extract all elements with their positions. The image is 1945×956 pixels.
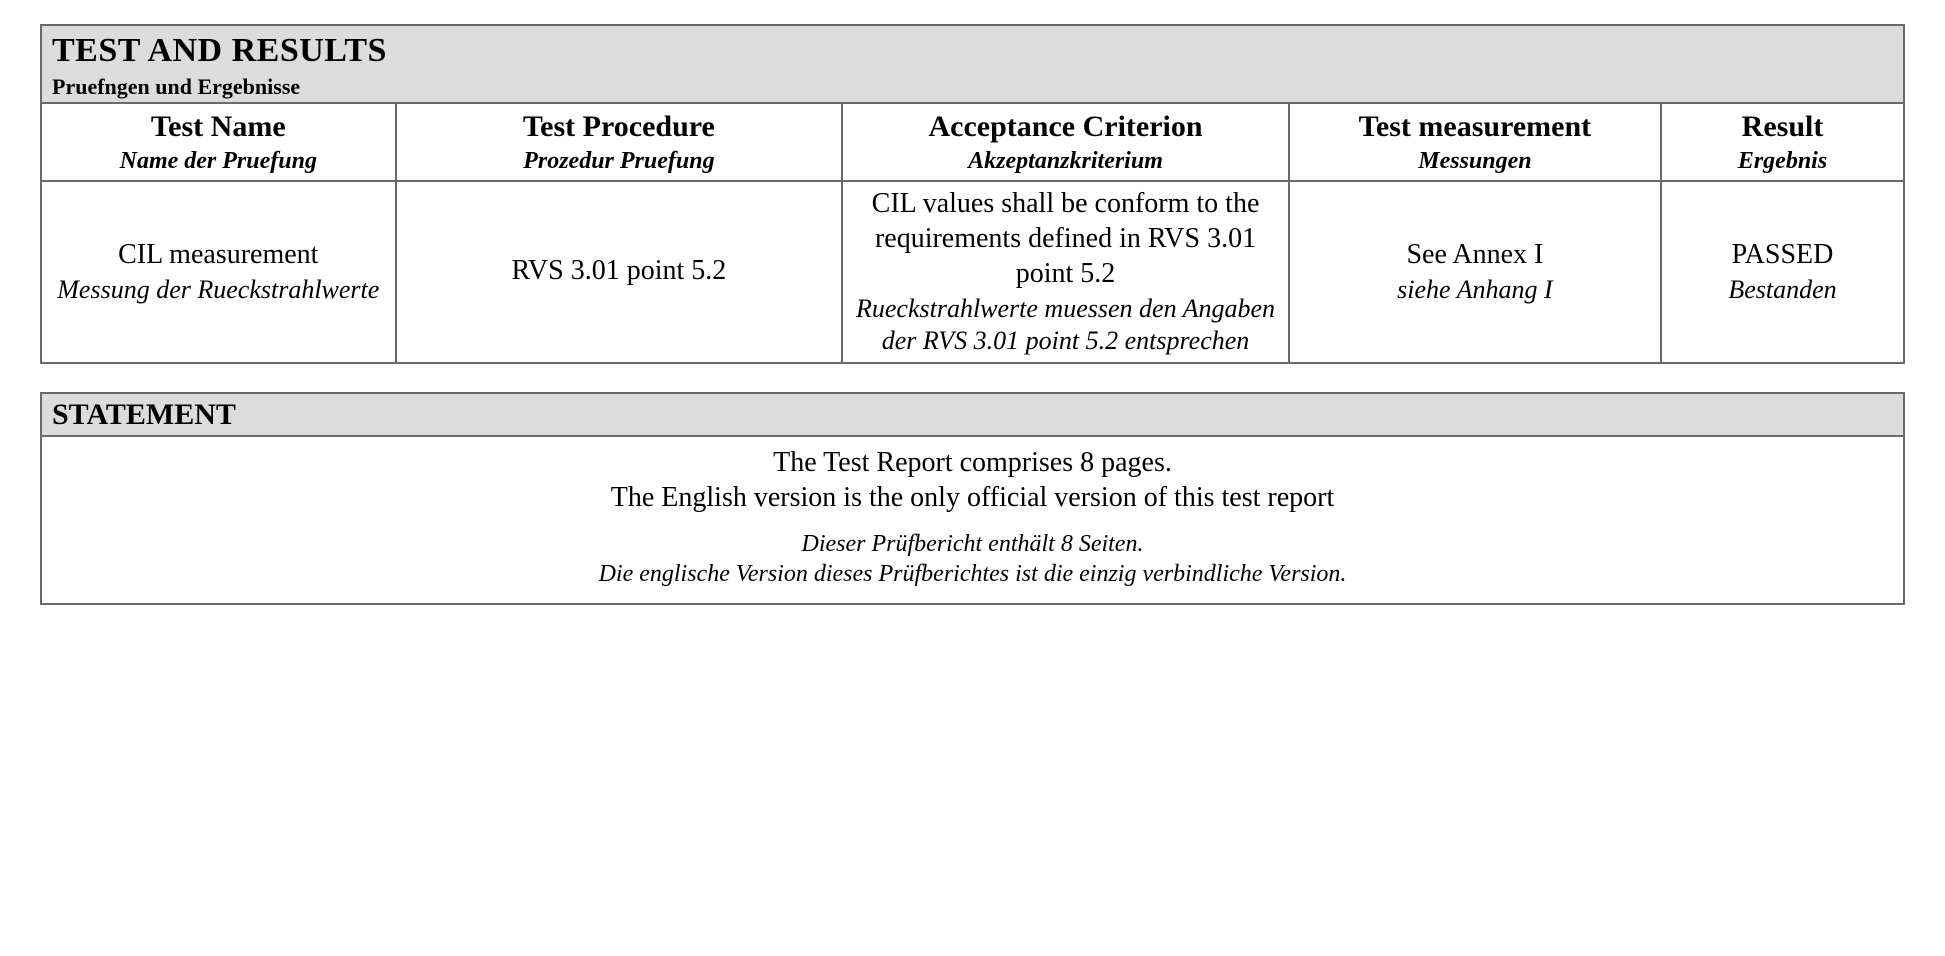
cell-result-de: Bestanden [1670,274,1895,307]
statement-section: STATEMENT The Test Report comprises 8 pa… [40,392,1905,606]
cell-procedure: RVS 3.01 point 5.2 [396,181,843,362]
statement-en-line1: The Test Report comprises 8 pages. [54,445,1891,480]
col-header-criterion: Acceptance Criterion Akzeptanzkriterium [842,104,1289,181]
cell-name-de: Messung der Rueckstrahlwerte [50,274,387,307]
col-header-criterion-en: Acceptance Criterion [851,108,1280,146]
statement-en: The Test Report comprises 8 pages. The E… [54,445,1891,515]
statement-en-line2: The English version is the only official… [54,480,1891,515]
cell-procedure-en: RVS 3.01 point 5.2 [405,253,834,288]
col-header-result-de: Ergebnis [1670,146,1895,176]
cell-result-en: PASSED [1670,237,1895,272]
results-table: Test Name Name der Pruefung Test Procedu… [42,104,1903,362]
col-header-procedure-de: Prozedur Pruefung [405,146,834,176]
cell-criterion-de: Rueckstrahlwerte muessen den Angaben der… [851,293,1280,358]
cell-measurement-en: See Annex I [1298,237,1652,272]
col-header-result-en: Result [1670,108,1895,146]
col-header-measurement: Test measurement Messungen [1289,104,1661,181]
results-title-de: Pruefngen und Ergebnisse [52,73,1893,101]
cell-criterion-en: CIL values shall be conform to the requi… [851,186,1280,291]
col-header-criterion-de: Akzeptanzkriterium [851,146,1280,176]
cell-measurement: See Annex I siehe Anhang I [1289,181,1661,362]
results-section: TEST AND RESULTS Pruefngen und Ergebniss… [40,24,1905,364]
col-header-measurement-de: Messungen [1298,146,1652,176]
statement-title: STATEMENT [42,394,1903,438]
col-header-name-de: Name der Pruefung [50,146,387,176]
col-header-name-en: Test Name [50,108,387,146]
statement-de: Dieser Prüfbericht enthält 8 Seiten. Die… [54,529,1891,589]
col-header-name: Test Name Name der Pruefung [42,104,396,181]
cell-name: CIL measurement Messung der Rueckstrahlw… [42,181,396,362]
statement-de-line1: Dieser Prüfbericht enthält 8 Seiten. [54,529,1891,559]
cell-criterion: CIL values shall be conform to the requi… [842,181,1289,362]
col-header-procedure: Test Procedure Prozedur Pruefung [396,104,843,181]
results-header-row: Test Name Name der Pruefung Test Procedu… [42,104,1903,181]
cell-name-en: CIL measurement [50,237,387,272]
statement-de-line2: Die englische Version dieses Prüfbericht… [54,559,1891,589]
results-title-en: TEST AND RESULTS [52,30,1893,73]
statement-body: The Test Report comprises 8 pages. The E… [42,437,1903,603]
cell-result: PASSED Bestanden [1661,181,1903,362]
table-row: CIL measurement Messung der Rueckstrahlw… [42,181,1903,362]
results-section-header: TEST AND RESULTS Pruefngen und Ergebniss… [42,26,1903,104]
col-header-procedure-en: Test Procedure [405,108,834,146]
cell-measurement-de: siehe Anhang I [1298,274,1652,307]
col-header-result: Result Ergebnis [1661,104,1903,181]
col-header-measurement-en: Test measurement [1298,108,1652,146]
